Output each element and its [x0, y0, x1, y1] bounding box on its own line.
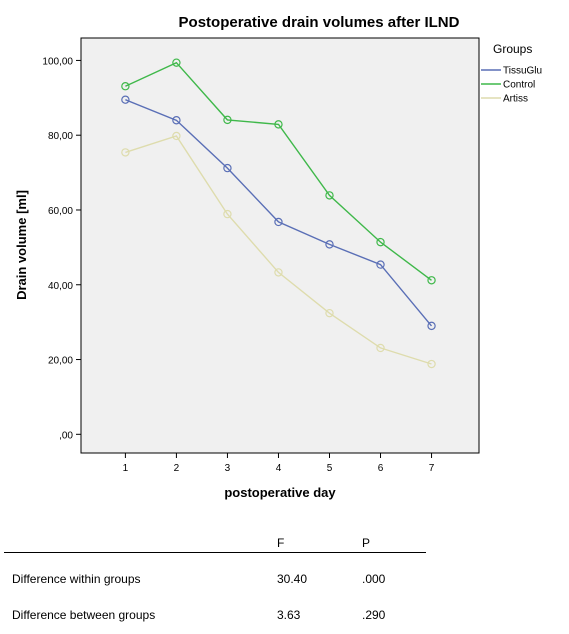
data-point: [223, 209, 232, 219]
x-tick-label: 2: [174, 463, 180, 474]
data-point: [376, 260, 385, 269]
legend-label: TissuGlu: [503, 66, 542, 77]
series-layer: [121, 58, 436, 369]
plot-area: [80, 37, 480, 454]
data-point: [172, 116, 181, 125]
stats-row-label: Difference within groups: [12, 572, 141, 586]
data-point: [325, 308, 334, 318]
x-tick-label: 7: [429, 463, 435, 474]
y-tick-label: 100,00: [42, 56, 73, 67]
data-point: [274, 217, 283, 227]
legend: TissuGlu Control Artiss: [481, 66, 542, 105]
y-axis-label: Drain volume [ml]: [14, 190, 29, 300]
stats-header-p: P: [362, 536, 371, 550]
data-point: [172, 58, 181, 67]
y-tick-label: 60,00: [48, 206, 73, 217]
data-point: [325, 240, 334, 249]
data-point: [274, 120, 283, 129]
line-chart: Postoperative drain volumes after ILND ,…: [14, 14, 542, 500]
y-axis: ,00 20,00 40,00 60,00 80,00 100,00: [42, 56, 81, 441]
data-point: [223, 163, 232, 173]
x-axis-label: postoperative day: [224, 485, 336, 500]
legend-title: Groups: [493, 42, 532, 56]
stats-row-p: .000: [362, 572, 386, 586]
stats-row-label: Difference between groups: [12, 608, 156, 622]
stats-table-rule: [4, 552, 426, 553]
data-point: [427, 276, 436, 285]
data-point: [427, 359, 436, 369]
stats-row-f: 3.63: [277, 608, 301, 622]
data-point: [376, 237, 385, 247]
legend-label: Artiss: [503, 94, 528, 105]
data-point: [427, 321, 436, 331]
x-tick-label: 3: [225, 463, 231, 474]
x-tick-label: 4: [276, 463, 282, 474]
y-tick-label: 40,00: [48, 281, 73, 292]
stats-header-f: F: [277, 536, 285, 550]
data-point: [376, 343, 385, 353]
data-point: [325, 191, 334, 200]
legend-label: Control: [503, 80, 535, 91]
data-point: [223, 115, 232, 125]
y-tick-label: ,00: [59, 430, 73, 441]
data-point: [121, 148, 130, 157]
chart-title: Postoperative drain volumes after ILND: [179, 14, 460, 31]
x-axis: 1 2 3 4 5 6 7: [123, 453, 435, 474]
data-point: [274, 268, 283, 277]
x-tick-label: 6: [378, 463, 384, 474]
series-line: [125, 61, 432, 281]
x-tick-label: 5: [327, 463, 333, 474]
data-point: [121, 95, 130, 104]
stats-row-p: .290: [362, 608, 386, 622]
series-line: [125, 99, 433, 327]
data-point: [121, 82, 130, 91]
data-point: [172, 131, 181, 141]
y-tick-label: 20,00: [48, 356, 73, 367]
series-line: [125, 135, 432, 365]
x-tick-label: 1: [123, 463, 129, 474]
stats-row-f: 30.40: [277, 572, 308, 586]
y-tick-label: 80,00: [48, 131, 73, 142]
